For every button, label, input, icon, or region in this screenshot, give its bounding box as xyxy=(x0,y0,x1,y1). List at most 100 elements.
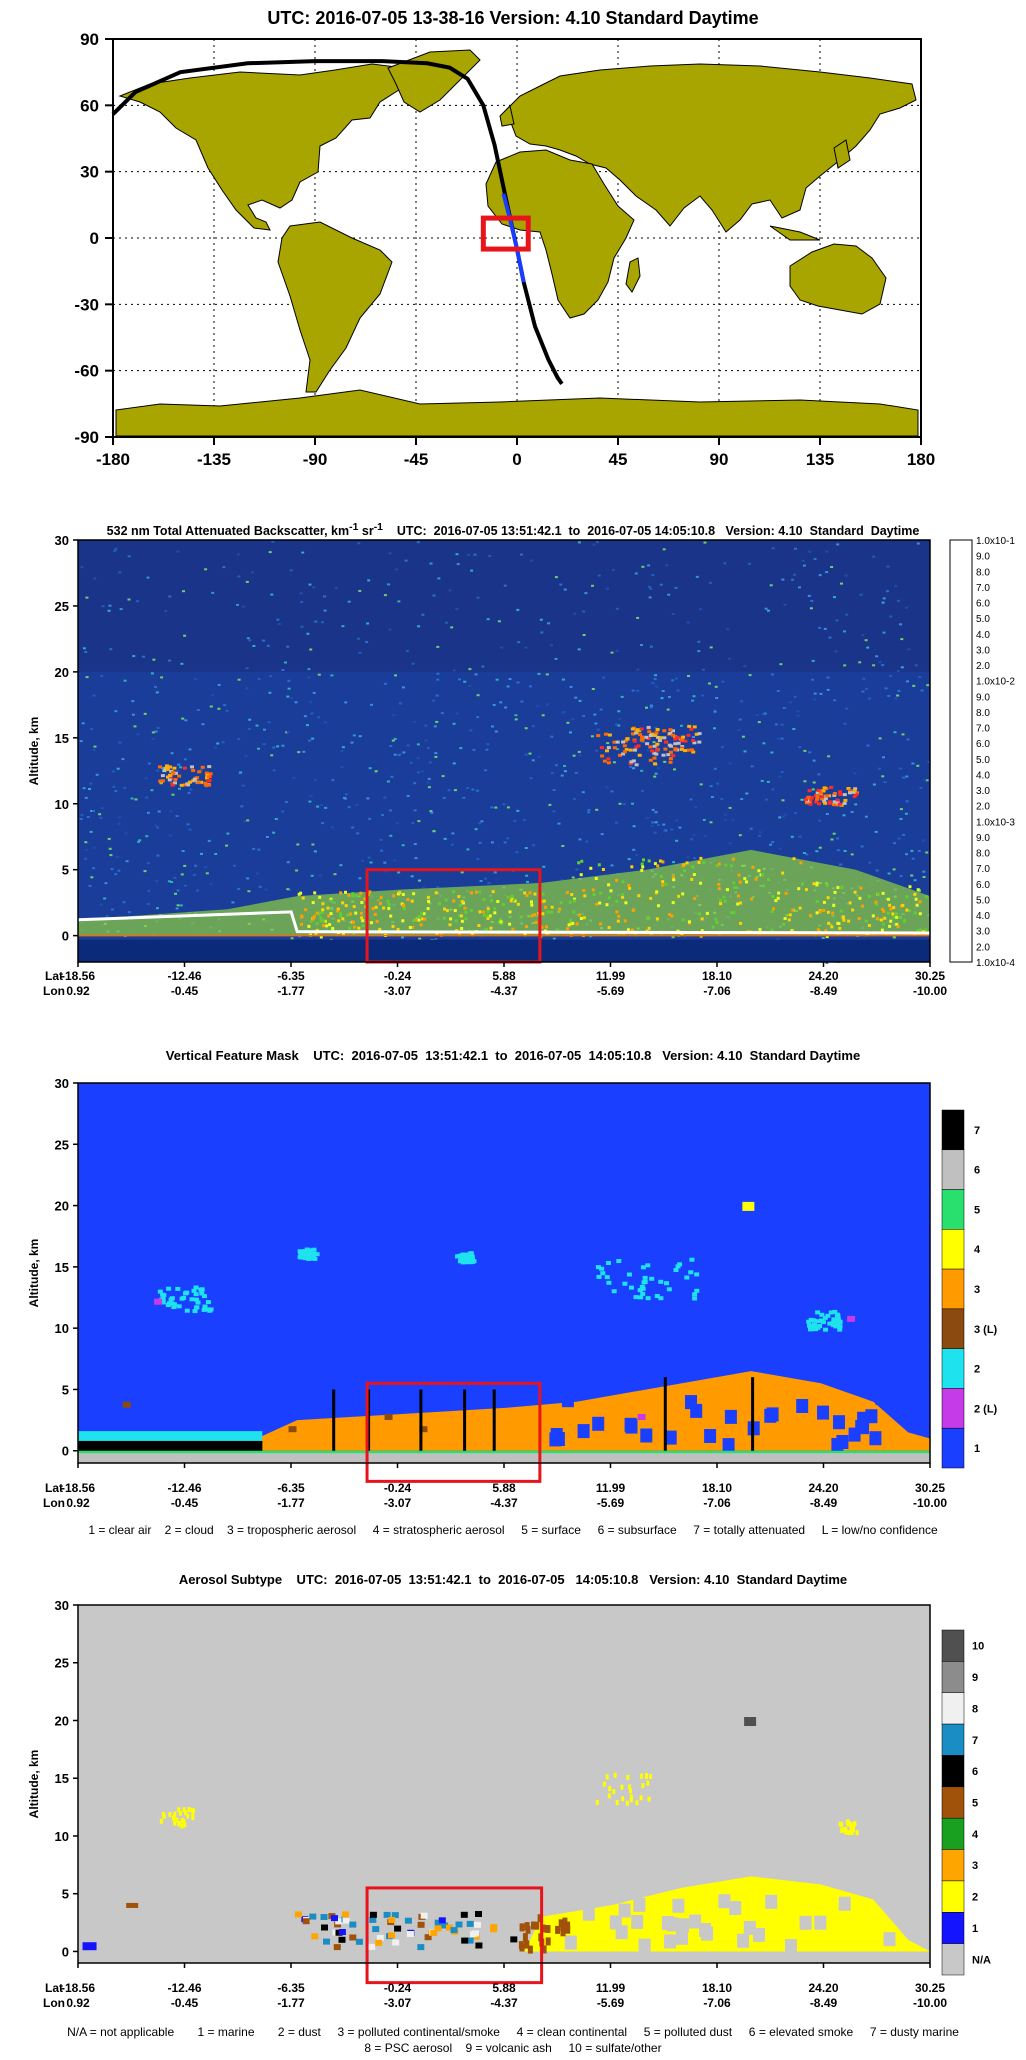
backscatter-speckle-cell xyxy=(341,746,345,749)
backscatter-speckle-cell xyxy=(693,857,696,860)
backscatter-speckle-cell xyxy=(370,703,373,706)
backscatter-speckle-cell xyxy=(665,564,669,567)
backscatter-speckle-cell xyxy=(813,558,817,560)
backscatter-cloud-cell xyxy=(653,734,658,737)
backscatter-speckle-cell xyxy=(340,750,344,752)
backscatter-speckle-cell xyxy=(104,882,108,885)
backscatter-aerosol-cell xyxy=(839,909,843,913)
backscatter-speckle-cell xyxy=(418,879,421,882)
backscatter-speckle-cell xyxy=(226,832,230,835)
land-south-america xyxy=(277,221,393,393)
aerosol-elevated-dust-cell xyxy=(615,1800,619,1806)
vfm-cloud-cell xyxy=(469,1253,475,1258)
aerosol-elevated-dust-cell xyxy=(644,1773,648,1779)
vfm-cloud-cell xyxy=(675,1264,681,1269)
backscatter-speckle-cell xyxy=(429,562,433,565)
backscatter-speckle-cell xyxy=(151,731,155,734)
backscatter-speckle-cell xyxy=(432,594,436,597)
backscatter-cloud-cell xyxy=(621,740,626,744)
aerosol-colorbar-swatch xyxy=(941,1817,965,1850)
backscatter-speckle-cell xyxy=(531,844,535,847)
backscatter-aerosol-cell xyxy=(508,922,512,926)
aerosol-mixed-cell xyxy=(394,1925,402,1932)
backscatter-speckle-cell xyxy=(809,607,813,610)
vfm-clear-hole xyxy=(577,1424,590,1439)
backscatter-colorbar-label: 9.0 xyxy=(976,552,990,563)
backscatter-aerosol-cell xyxy=(359,891,363,895)
backscatter-speckle-cell xyxy=(255,724,259,727)
backscatter-speckle-cell xyxy=(654,674,658,677)
backscatter-aerosol-cell xyxy=(341,901,345,905)
backscatter-speckle-cell xyxy=(84,796,88,799)
backscatter-speckle-cell xyxy=(245,667,249,670)
backscatter-speckle-cell xyxy=(825,550,829,553)
backscatter-speckle-cell xyxy=(184,719,188,722)
backscatter-aerosol-cell xyxy=(449,917,453,921)
backscatter-aerosol-cell xyxy=(700,917,704,921)
backscatter-speckle-cell xyxy=(281,810,285,813)
backscatter-speckle-cell xyxy=(745,792,749,795)
backscatter-speckle-cell xyxy=(89,782,93,785)
backscatter-speckle-cell xyxy=(152,658,156,661)
backscatter-cloud-cell xyxy=(622,750,627,754)
aerosol-mixed-cell xyxy=(475,1911,482,1917)
backscatter-speckle-cell xyxy=(366,622,370,625)
backscatter-speckle-cell xyxy=(147,862,151,865)
backscatter-speckle-cell xyxy=(257,747,260,750)
vfm-clear-hole xyxy=(664,1430,677,1445)
backscatter-speckle-cell xyxy=(368,817,372,820)
vfm-clear-hole xyxy=(592,1416,605,1431)
vfm-cloud-cell xyxy=(471,1259,477,1264)
vfm-colorbar-label: 3 (L) xyxy=(974,1324,998,1336)
backscatter-speckle-cell xyxy=(452,762,456,765)
aerosol-colorbar-label: 2 xyxy=(972,1892,978,1904)
vfm-lon-tick-label: -1.77 xyxy=(277,1496,305,1510)
backscatter-aerosol-cell xyxy=(412,892,416,896)
backscatter-speckle-cell xyxy=(317,673,321,676)
backscatter-speckle-cell xyxy=(713,709,717,712)
backscatter-aerosol-cell xyxy=(470,891,473,895)
backscatter-aerosol-cell xyxy=(609,889,613,893)
backscatter-speckle-cell xyxy=(671,679,675,682)
backscatter-speckle-cell xyxy=(413,782,417,785)
backscatter-speckle-cell xyxy=(223,704,227,707)
aerosol-na-hole xyxy=(737,1933,750,1948)
backscatter-aerosol-cell xyxy=(568,900,572,904)
backscatter-y-tick-label: 30 xyxy=(55,533,69,548)
backscatter-speckle-cell xyxy=(654,772,658,775)
backscatter-speckle-cell xyxy=(861,634,865,637)
vfm-cloud-cell xyxy=(684,1275,690,1280)
backscatter-speckle-cell xyxy=(927,760,931,763)
backscatter-speckle-cell xyxy=(872,555,876,558)
backscatter-speckle-cell xyxy=(472,748,476,751)
backscatter-cloud-cell xyxy=(820,794,825,798)
backscatter-speckle-cell xyxy=(90,876,94,879)
backscatter-cloud-cell xyxy=(203,781,208,785)
vfm-cloud-cell xyxy=(198,1287,204,1292)
backscatter-cloud-cell xyxy=(207,775,211,779)
backscatter-speckle-cell xyxy=(388,628,392,631)
backscatter-speckle-cell xyxy=(109,648,113,651)
backscatter-speckle-cell xyxy=(614,723,618,726)
backscatter-speckle-cell xyxy=(905,800,909,803)
backscatter-speckle-cell xyxy=(181,717,185,720)
backscatter-aerosol-cell xyxy=(827,921,831,925)
aerosol-polluted-dust-cell xyxy=(537,1914,543,1923)
backscatter-speckle-cell xyxy=(314,779,317,782)
backscatter-colorbar-label: 9.0 xyxy=(976,833,990,844)
backscatter-speckle-cell xyxy=(697,650,701,653)
backscatter-aerosol-cell xyxy=(452,899,456,903)
aerosol-lat-tick-label: 30.25 xyxy=(915,1981,945,1995)
backscatter-speckle-cell xyxy=(420,770,424,773)
backscatter-cloud-cell xyxy=(680,745,685,749)
backscatter-speckle-cell xyxy=(92,749,96,751)
vfm-cloud-cell xyxy=(455,1254,460,1259)
backscatter-aerosol-cell xyxy=(899,915,902,919)
backscatter-aerosol-cell xyxy=(799,861,803,865)
backscatter-speckle-cell xyxy=(834,650,838,653)
backscatter-speckle-cell xyxy=(145,796,149,799)
aerosol-mixed-cell xyxy=(369,1916,377,1923)
vfm-cloud-cell xyxy=(195,1300,201,1305)
vfm-lat-tick-label: -12.46 xyxy=(167,1481,201,1495)
backscatter-speckle-cell xyxy=(136,600,139,603)
